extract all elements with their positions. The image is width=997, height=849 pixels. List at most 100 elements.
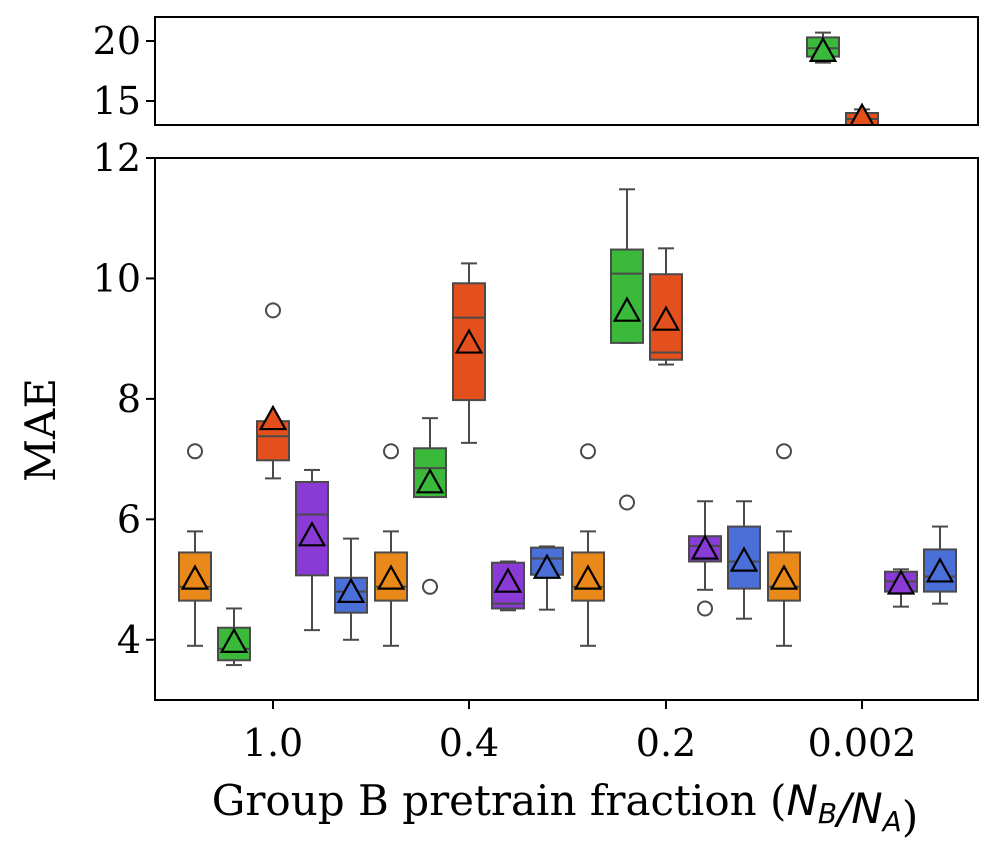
box (924, 207, 956, 229)
x-tick-label: 1.0 (243, 721, 303, 765)
mean-marker (925, 557, 955, 583)
mean-marker (651, 305, 681, 331)
box (610, 188, 644, 511)
box (571, 443, 605, 647)
outlier-point (423, 215, 437, 229)
mean-marker (183, 208, 208, 230)
mean-marker (297, 520, 327, 547)
lower-panel-content (178, 49, 957, 667)
box (649, 247, 683, 366)
mean-marker (928, 207, 953, 229)
box (491, 560, 525, 612)
box (178, 443, 212, 647)
box-body (728, 210, 760, 222)
upper-panel-content (179, 31, 956, 243)
mean-marker (457, 161, 482, 183)
outlier-point (383, 443, 399, 460)
mean-marker (222, 221, 247, 243)
box-body (335, 221, 367, 228)
outlier-point (188, 188, 202, 202)
box (414, 189, 446, 230)
mean-marker (769, 564, 799, 590)
outlier-point (384, 188, 398, 202)
mean-marker (654, 156, 679, 178)
box-body (572, 216, 604, 226)
box (850, 49, 875, 159)
box-body (650, 160, 682, 177)
box (572, 188, 604, 234)
box (334, 537, 368, 641)
mean-marker (454, 328, 484, 354)
box-body (296, 202, 328, 221)
lower-panel-frame (154, 157, 979, 701)
outlier-point (777, 188, 791, 202)
y-tick-label: 12 (93, 136, 141, 180)
outlier-point (697, 600, 713, 617)
mean-marker (496, 209, 521, 231)
mean-marker (886, 569, 916, 595)
box (845, 102, 879, 125)
box (689, 202, 721, 234)
outlier-point (422, 578, 438, 595)
box (217, 607, 251, 667)
mean-marker (850, 49, 875, 71)
x-tick-label: 0.2 (636, 721, 696, 765)
mean-marker (690, 534, 720, 560)
box (727, 500, 761, 620)
outlier-point (776, 443, 792, 460)
box (768, 188, 800, 234)
mean-marker (612, 296, 642, 322)
y-tick-label: 4 (117, 618, 141, 662)
box-body (689, 212, 721, 217)
outlier-point (698, 220, 712, 234)
box-body (179, 216, 211, 226)
box-body (610, 248, 644, 344)
x-axis-title: Group B pretrain fraction (NB/NA) (212, 776, 918, 841)
box (530, 545, 564, 611)
outlier-point (266, 160, 280, 174)
mean-marker (808, 36, 838, 63)
y-axis-title: MAE (16, 378, 65, 482)
mean-marker (732, 204, 757, 226)
mean-marker (339, 211, 364, 233)
mean-marker (849, 102, 875, 125)
x-tick-label: 0.4 (439, 721, 499, 765)
box (767, 443, 801, 647)
box (885, 209, 917, 231)
box (531, 206, 563, 228)
lower-panel: 4 6 8 10 12 (93, 49, 979, 701)
mean-marker (180, 564, 210, 590)
box (179, 188, 211, 234)
box (296, 199, 328, 231)
mean-marker (573, 564, 603, 590)
box (335, 211, 367, 233)
mean-marker (336, 577, 366, 604)
box-body (885, 219, 917, 223)
box (295, 468, 329, 632)
box-body (453, 162, 485, 185)
outlier-point (187, 443, 203, 460)
box (375, 188, 407, 234)
box (806, 31, 840, 64)
box-body (492, 218, 524, 227)
box (413, 417, 447, 595)
box (256, 302, 290, 480)
outlier-point (265, 302, 281, 319)
y-tick-label: 6 (117, 497, 141, 541)
mean-marker (889, 209, 914, 231)
y-tick-label: 10 (93, 256, 141, 300)
box (218, 221, 250, 243)
mean-marker (693, 202, 718, 224)
box-body (531, 215, 563, 220)
x-tick-label: 0.002 (808, 721, 917, 765)
mean-marker (258, 404, 288, 431)
box (452, 262, 486, 444)
outlier-point (580, 443, 596, 460)
box (923, 525, 957, 605)
mean-marker (300, 199, 325, 221)
mean-marker (379, 208, 404, 230)
mean-marker (576, 208, 601, 230)
